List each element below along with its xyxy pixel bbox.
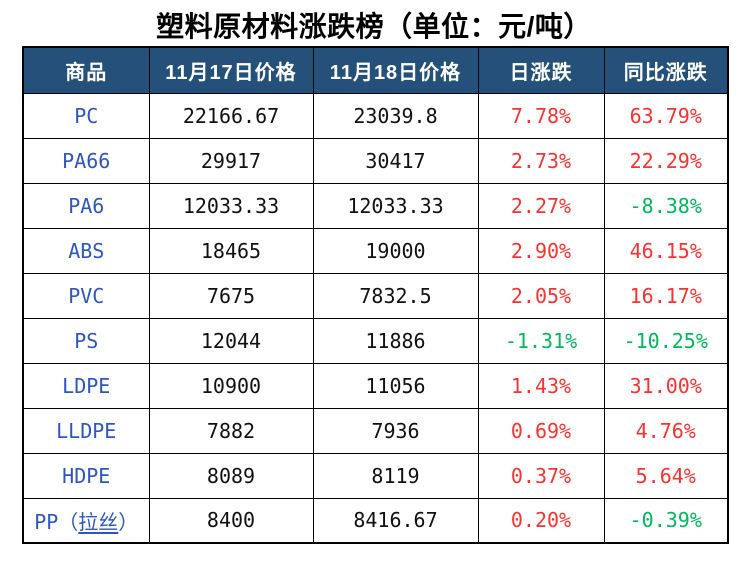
yoy-change-cell: 31.00% xyxy=(603,362,729,409)
yoy-change-cell: 46.15% xyxy=(603,227,729,274)
table-row: LDPE 10900 11056 1.43% 31.00% xyxy=(22,362,729,409)
price-table: 商品 11月17日价格 11月18日价格 日涨跌 同比涨跌 PC 22166.6… xyxy=(22,46,729,544)
product-cell: PA6 xyxy=(22,182,150,229)
yoy-change-cell: -8.38% xyxy=(603,182,729,229)
header-row: 商品 11月17日价格 11月18日价格 日涨跌 同比涨跌 xyxy=(22,46,729,94)
price-nov17-cell: 8400 xyxy=(148,497,314,544)
product-cell: PS xyxy=(22,317,150,364)
yoy-change-cell: 5.64% xyxy=(603,452,729,499)
price-nov17-cell: 29917 xyxy=(148,137,314,184)
price-nov18-cell: 11056 xyxy=(312,362,479,409)
daily-change-cell: 0.37% xyxy=(477,452,605,499)
yoy-change-cell: 22.29% xyxy=(603,137,729,184)
price-nov18-cell: 30417 xyxy=(312,137,479,184)
product-cell: LLDPE xyxy=(22,407,150,454)
table-row: PA66 29917 30417 2.73% 22.29% xyxy=(22,137,729,184)
price-nov18-cell: 12033.33 xyxy=(312,182,479,229)
daily-change-cell: 7.78% xyxy=(477,92,605,139)
daily-change-cell: 2.73% xyxy=(477,137,605,184)
table-row: PP（拉丝） 8400 8416.67 0.20% -0.39% xyxy=(22,497,729,544)
daily-change-cell: -1.31% xyxy=(477,317,605,364)
daily-change-cell: 2.90% xyxy=(477,227,605,274)
product-text: ） xyxy=(118,509,139,534)
product-text: PP（ xyxy=(34,509,79,534)
column-header-daily-change: 日涨跌 xyxy=(477,46,605,94)
price-nov18-cell: 7832.5 xyxy=(312,272,479,319)
daily-change-cell: 2.27% xyxy=(477,182,605,229)
yoy-change-cell: 4.76% xyxy=(603,407,729,454)
price-nov17-cell: 8089 xyxy=(148,452,314,499)
column-header-price-nov18: 11月18日价格 xyxy=(312,46,479,94)
price-nov17-cell: 7675 xyxy=(148,272,314,319)
price-nov17-cell: 18465 xyxy=(148,227,314,274)
daily-change-cell: 0.69% xyxy=(477,407,605,454)
price-nov18-cell: 7936 xyxy=(312,407,479,454)
table-row: PA6 12033.33 12033.33 2.27% -8.38% xyxy=(22,182,729,229)
daily-change-cell: 0.20% xyxy=(477,497,605,544)
yoy-change-cell: 16.17% xyxy=(603,272,729,319)
table-row: PS 12044 11886 -1.31% -10.25% xyxy=(22,317,729,364)
table-row: ABS 18465 19000 2.90% 46.15% xyxy=(22,227,729,274)
table-row: PC 22166.67 23039.8 7.78% 63.79% xyxy=(22,92,729,139)
product-cell: PVC xyxy=(22,272,150,319)
product-underlined-text: 拉丝 xyxy=(78,509,119,534)
product-cell: HDPE xyxy=(22,452,150,499)
page-title: 塑料原材料涨跌榜（单位：元/吨） xyxy=(156,11,592,42)
yoy-change-cell: -10.25% xyxy=(603,317,729,364)
daily-change-cell: 2.05% xyxy=(477,272,605,319)
price-nov18-cell: 11886 xyxy=(312,317,479,364)
table-row: HDPE 8089 8119 0.37% 5.64% xyxy=(22,452,729,499)
price-nov17-cell: 10900 xyxy=(148,362,314,409)
column-header-product: 商品 xyxy=(22,46,150,94)
price-nov18-cell: 8119 xyxy=(312,452,479,499)
price-nov18-cell: 23039.8 xyxy=(312,92,479,139)
price-nov17-cell: 12044 xyxy=(148,317,314,364)
price-nov18-cell: 19000 xyxy=(312,227,479,274)
column-header-price-nov17: 11月17日价格 xyxy=(148,46,314,94)
price-nov18-cell: 8416.67 xyxy=(312,497,479,544)
product-cell: PA66 xyxy=(22,137,150,184)
table-row: PVC 7675 7832.5 2.05% 16.17% xyxy=(22,272,729,319)
yoy-change-cell: -0.39% xyxy=(603,497,729,544)
price-nov17-cell: 12033.33 xyxy=(148,182,314,229)
yoy-change-cell: 63.79% xyxy=(603,92,729,139)
product-cell: ABS xyxy=(22,227,150,274)
column-header-yoy-change: 同比涨跌 xyxy=(603,46,729,94)
price-nov17-cell: 7882 xyxy=(148,407,314,454)
table-row: LLDPE 7882 7936 0.69% 4.76% xyxy=(22,407,729,454)
price-nov17-cell: 22166.67 xyxy=(148,92,314,139)
product-cell: PP（拉丝） xyxy=(22,497,150,544)
product-cell: LDPE xyxy=(22,362,150,409)
daily-change-cell: 1.43% xyxy=(477,362,605,409)
product-cell: PC xyxy=(22,92,150,139)
